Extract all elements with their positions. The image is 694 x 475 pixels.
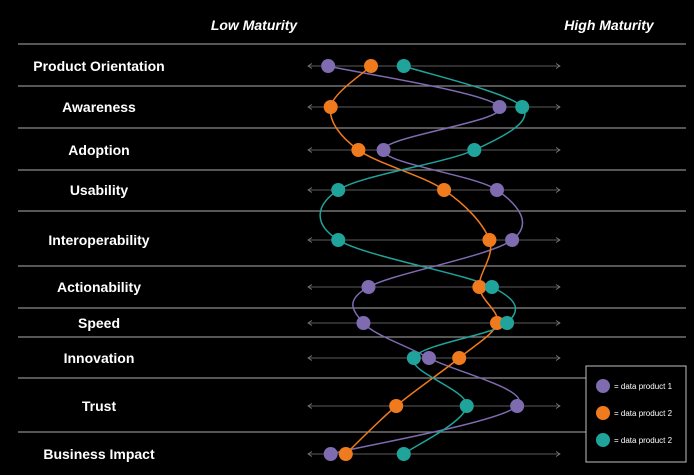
category-label: Usability <box>70 182 129 198</box>
data-point-series-3 <box>500 316 515 330</box>
axis-arrow-left <box>307 187 313 193</box>
axis-arrow-right <box>555 237 561 243</box>
axis-arrow-left <box>307 320 313 326</box>
category-label: Adoption <box>68 142 129 158</box>
data-point-series-2 <box>472 280 487 294</box>
axis-arrow-right <box>555 320 561 326</box>
data-point-series-3 <box>406 351 421 365</box>
axis-arrow-right <box>555 403 561 409</box>
axis-arrow-left <box>307 104 313 110</box>
data-point-series-1 <box>323 447 338 461</box>
series-points <box>321 59 530 461</box>
data-point-series-2 <box>338 447 353 461</box>
data-point-series-3 <box>396 447 411 461</box>
data-point-series-3 <box>484 280 499 294</box>
axis-arrow-right <box>555 187 561 193</box>
data-point-series-2 <box>452 351 467 365</box>
data-point-series-3 <box>515 100 530 114</box>
data-point-series-1 <box>492 100 507 114</box>
legend-swatch <box>596 379 610 393</box>
data-point-series-1 <box>356 316 371 330</box>
axis-arrow-left <box>307 355 313 361</box>
data-point-series-1 <box>421 351 436 365</box>
series-curve-2 <box>329 65 499 455</box>
data-point-series-1 <box>510 399 525 413</box>
data-point-series-1 <box>321 59 336 73</box>
legend: = data product 1 = data product 2 = data p… <box>585 365 687 463</box>
axis-arrow-left <box>307 237 313 243</box>
axis-arrow-right <box>555 451 561 457</box>
data-point-series-1 <box>505 233 520 247</box>
category-label: Product Orientation <box>33 58 164 74</box>
series-curves <box>319 65 526 455</box>
category-labels: Product Orientation Awareness Adoption Usab… <box>33 58 164 462</box>
data-point-series-1 <box>490 183 504 197</box>
legend-swatch <box>596 433 610 447</box>
series-curve-1 <box>327 65 524 455</box>
category-label: Business Impact <box>43 446 155 462</box>
category-label: Actionability <box>57 279 141 295</box>
data-point-series-2 <box>389 399 404 413</box>
axis-arrow-left <box>307 451 313 457</box>
axis-arrow-left <box>307 147 313 153</box>
data-point-series-1 <box>376 143 391 157</box>
axis-arrow-left <box>307 63 313 69</box>
header-low-maturity: Low Maturity <box>211 17 299 33</box>
data-point-series-3 <box>331 233 346 247</box>
legend-label: = data product 1 <box>614 382 673 391</box>
category-label: Awareness <box>62 99 136 115</box>
data-point-series-2 <box>437 183 452 197</box>
legend-swatch <box>596 406 610 420</box>
legend-label: = data product 2 <box>614 436 673 445</box>
data-point-series-2 <box>323 100 338 114</box>
axis-arrow-left <box>307 403 313 409</box>
row-axes <box>307 63 561 457</box>
axis-arrow-right <box>555 355 561 361</box>
data-point-series-2 <box>482 233 497 247</box>
category-label: Speed <box>78 315 120 331</box>
series-curve-3 <box>319 65 526 455</box>
data-point-series-2 <box>490 316 504 330</box>
axis-arrow-right <box>555 104 561 110</box>
data-point-series-1 <box>361 280 376 294</box>
row-separators <box>18 43 686 433</box>
data-point-series-3 <box>396 59 411 73</box>
axis-arrow-right <box>555 284 561 290</box>
data-point-series-3 <box>467 143 482 157</box>
category-label: Interoperability <box>48 232 149 248</box>
data-point-series-3 <box>331 183 346 197</box>
legend-label: = data product 2 <box>614 409 673 418</box>
axis-arrow-left <box>307 284 313 290</box>
header-high-maturity: High Maturity <box>564 17 655 33</box>
axis-arrow-right <box>555 63 561 69</box>
category-label: Trust <box>82 398 117 414</box>
data-point-series-2 <box>351 143 366 157</box>
data-point-series-2 <box>364 59 378 73</box>
axis-arrow-right <box>555 147 561 153</box>
category-label: Innovation <box>64 350 135 366</box>
data-point-series-3 <box>459 399 474 413</box>
